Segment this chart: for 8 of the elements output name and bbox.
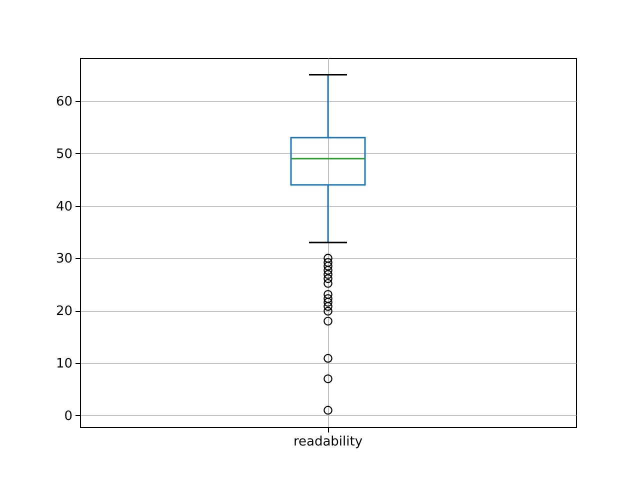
y-tick-label: 40: [56, 199, 72, 214]
y-tick-label: 30: [56, 252, 72, 267]
y-tick-label: 0: [64, 408, 72, 424]
y-tick-label: 60: [56, 94, 72, 110]
y-tick-label: 20: [56, 304, 72, 320]
y-tick-label: 50: [56, 146, 72, 162]
x-tick-label: readability: [293, 434, 363, 450]
y-tick-label: 10: [56, 356, 72, 372]
